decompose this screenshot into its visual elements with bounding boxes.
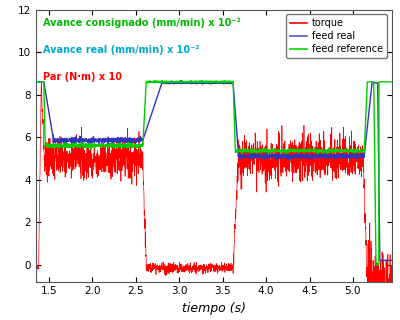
Text: Par (N·m) x 10: Par (N·m) x 10 (43, 72, 122, 82)
Text: Avance consignado (mm/min) x 10⁻²: Avance consignado (mm/min) x 10⁻² (43, 18, 241, 28)
Legend: torque, feed real, feed reference: torque, feed real, feed reference (286, 14, 387, 58)
X-axis label: tiempo (s): tiempo (s) (182, 302, 246, 315)
Text: Avance real (mm/min) x 10⁻²: Avance real (mm/min) x 10⁻² (43, 45, 200, 55)
